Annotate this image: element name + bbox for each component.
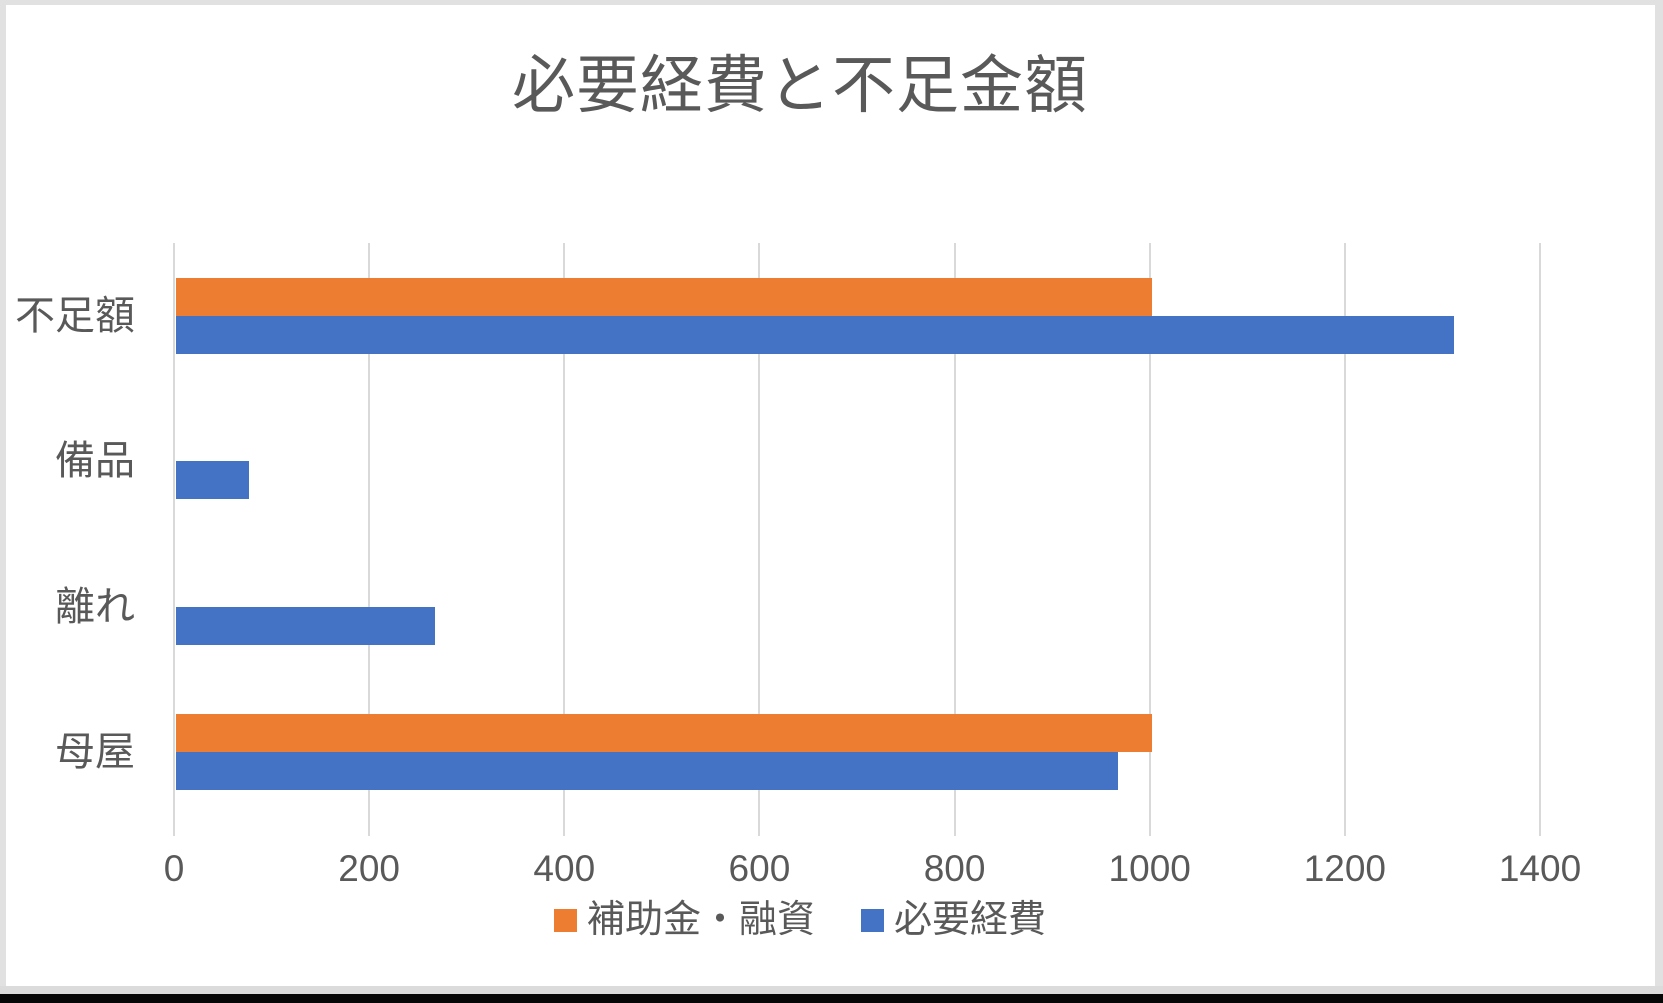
tick-mark	[368, 825, 371, 836]
tick-mark	[1539, 825, 1541, 836]
subsidy-loan-bar	[176, 714, 1152, 753]
category-label: 離れ	[55, 584, 135, 629]
gridline	[953, 243, 956, 825]
x-tick-label: 0	[163, 848, 185, 889]
legend-marker-subsidy-loan-icon	[553, 908, 577, 932]
gridline	[1539, 243, 1541, 825]
legend-item-subsidy-loan: 補助金・融資	[553, 898, 815, 942]
legend-label-necessary-expense: 必要経費	[894, 899, 1047, 941]
window-border-right	[1655, 0, 1663, 994]
tick-mark	[563, 825, 566, 836]
category-label: 備品	[55, 439, 135, 484]
window-border-left	[0, 0, 6, 994]
subsidy-loan-bar	[176, 277, 1152, 316]
necessary-expense-bar	[176, 315, 1455, 354]
window-border-top	[0, 0, 1663, 5]
x-tick-label: 1400	[1498, 848, 1582, 889]
gridline	[173, 243, 175, 825]
legend-marker-necessary-expense-icon	[861, 908, 884, 932]
chart-title: 必要経費と不足金額	[512, 51, 1088, 121]
x-tick-label: 600	[728, 848, 791, 889]
gridline	[563, 243, 566, 825]
legend-label-subsidy-loan: 補助金・融資	[586, 899, 815, 941]
gridline	[1148, 243, 1151, 825]
x-tick-label: 200	[338, 848, 401, 889]
legend-item-necessary-expense: 必要経費	[861, 898, 1046, 942]
necessary-expense-bar	[176, 461, 250, 500]
x-tick-label: 400	[533, 848, 596, 889]
x-tick-label: 1200	[1303, 848, 1386, 889]
tick-mark	[1343, 825, 1346, 836]
category-label: 母屋	[55, 730, 135, 775]
gridline	[758, 243, 761, 825]
category-label: 不足額	[15, 293, 135, 338]
necessary-expense-bar	[176, 606, 435, 645]
tick-mark	[758, 825, 761, 836]
x-tick-label: 800	[923, 848, 986, 889]
tick-mark	[1148, 825, 1151, 836]
tick-mark	[173, 825, 175, 836]
x-tick-label: 1000	[1108, 848, 1191, 889]
gridline	[368, 243, 371, 825]
window-bottom-strip	[0, 986, 1663, 994]
necessary-expense-bar	[176, 752, 1118, 791]
legend: 補助金・融資 必要経費	[0, 898, 1600, 942]
window-bottom-bar	[0, 994, 1663, 1003]
tick-mark	[953, 825, 956, 836]
gridline	[1343, 243, 1346, 825]
